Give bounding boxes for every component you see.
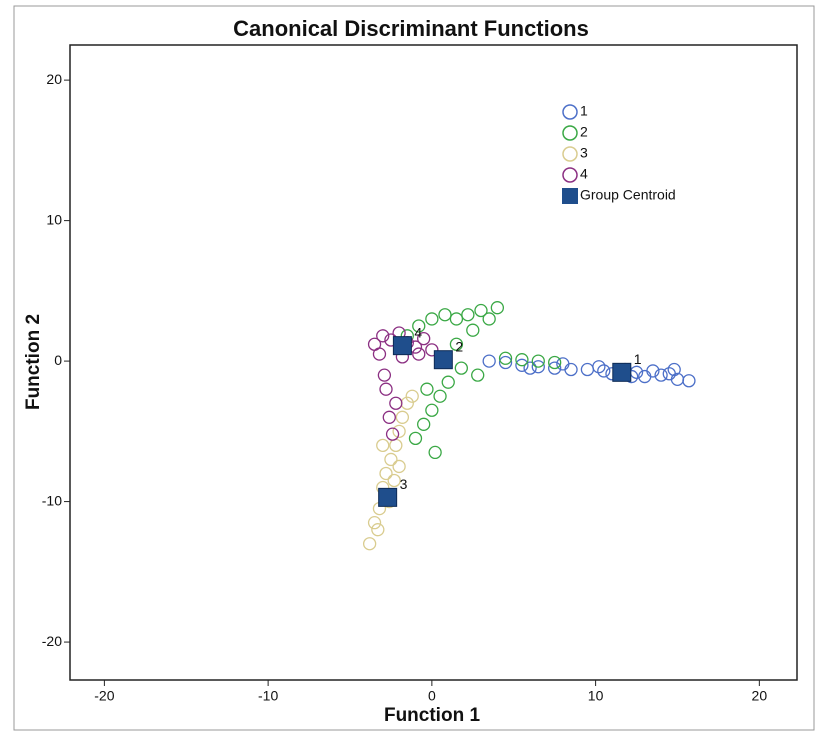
centroid <box>379 488 397 506</box>
y-tick-label: -10 <box>42 492 62 508</box>
page: Canonical Discriminant Functions Functio… <box>0 0 822 733</box>
x-axis-title: Function 1 <box>384 705 480 726</box>
centroid <box>613 363 631 381</box>
centroid-label: 1 <box>634 351 642 367</box>
legend-label: 4 <box>580 166 588 182</box>
chart-title: Canonical Discriminant Functions <box>233 16 589 41</box>
x-tick-label: -10 <box>258 688 278 704</box>
y-tick-label: 10 <box>46 211 62 227</box>
centroid-label: 3 <box>400 476 408 492</box>
legend-label: 3 <box>580 145 588 161</box>
plot-area <box>70 45 797 680</box>
centroid <box>434 351 452 369</box>
x-tick-label: 0 <box>428 688 436 704</box>
legend-label: Group Centroid <box>580 187 676 203</box>
y-tick-label: 20 <box>46 71 62 87</box>
y-tick-label: 0 <box>54 352 62 368</box>
centroid-label: 4 <box>414 324 422 340</box>
chart: Canonical Discriminant Functions Functio… <box>0 0 822 733</box>
legend-marker <box>562 188 578 204</box>
legend-label: 1 <box>580 103 588 119</box>
x-tick-label: -20 <box>94 688 114 704</box>
y-tick-label: -20 <box>42 633 62 649</box>
centroid-label: 2 <box>455 338 463 354</box>
x-tick-label: 20 <box>752 688 768 704</box>
y-axis-title: Function 2 <box>23 314 44 410</box>
centroid <box>393 337 411 355</box>
x-tick-label: 10 <box>588 688 604 704</box>
legend-label: 2 <box>580 124 588 140</box>
